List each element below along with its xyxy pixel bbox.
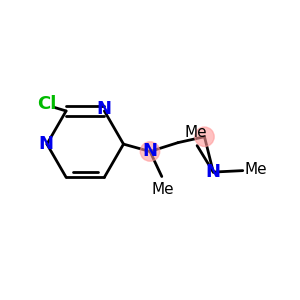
Text: N: N bbox=[97, 100, 112, 118]
Text: N: N bbox=[206, 163, 221, 181]
Circle shape bbox=[140, 142, 160, 161]
Text: N: N bbox=[38, 135, 53, 153]
Text: Me: Me bbox=[184, 125, 207, 140]
Text: Me: Me bbox=[151, 182, 174, 197]
Text: Cl: Cl bbox=[37, 94, 57, 112]
Text: N: N bbox=[142, 142, 158, 160]
Circle shape bbox=[195, 127, 214, 146]
Text: Me: Me bbox=[244, 162, 267, 177]
